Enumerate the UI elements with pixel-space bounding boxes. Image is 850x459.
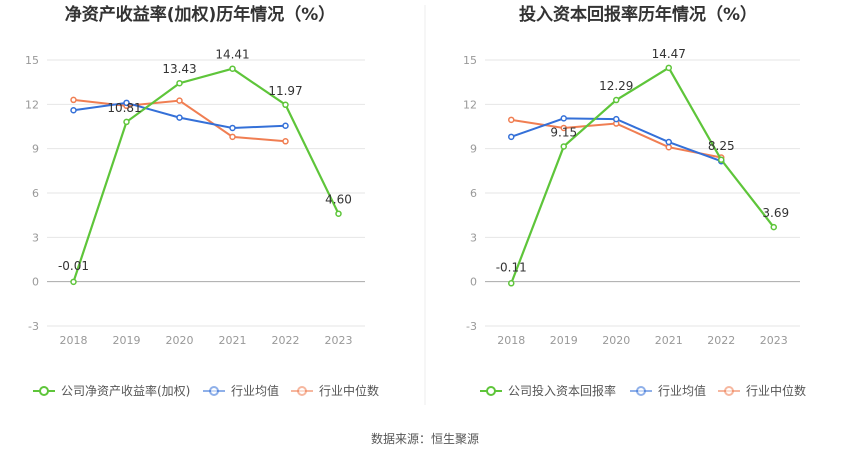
legend-item: 公司净资产收益率(加权) [33, 383, 190, 398]
data-label: 3.69 [762, 206, 789, 220]
series-line [510, 66, 775, 284]
data-point [770, 223, 777, 231]
legend-label: 公司投入资本回报率 [508, 383, 616, 398]
y-tick-label: 0 [32, 276, 39, 289]
x-tick-label: 2019 [550, 334, 578, 347]
data-label: 12.29 [599, 79, 633, 93]
x-tick-label: 2021 [219, 334, 247, 347]
y-tick-label: 15 [463, 54, 477, 67]
legend-label: 行业中位数 [319, 383, 379, 398]
data-point [508, 116, 515, 124]
data-point [508, 280, 515, 287]
y-tick-label: 0 [470, 276, 477, 289]
data-point [70, 106, 77, 114]
data-source-note: 数据来源：恒生聚源 [371, 431, 479, 446]
data-point [176, 114, 183, 121]
y-tick-label: 3 [470, 231, 477, 244]
legend-item: 行业中位数 [718, 383, 806, 398]
x-tick-label: 2018 [497, 334, 525, 347]
data-label: 9.15 [550, 125, 577, 139]
data-label: 13.43 [162, 62, 196, 76]
data-point [70, 96, 77, 104]
legend-item: 行业均值 [630, 383, 706, 398]
data-point [665, 138, 672, 146]
x-tick-label: 2019 [113, 334, 141, 347]
data-point [176, 79, 183, 87]
y-tick-label: 12 [25, 98, 39, 111]
chart-panel-1: 净资产收益率(加权)历年情况（%） -3 0 3 6 9 12 15 2018 2019 2020 2… [25, 4, 379, 398]
data-point [229, 65, 236, 72]
data-point [665, 64, 672, 72]
legend-item: 行业均值 [203, 383, 279, 398]
data-label: 14.41 [215, 48, 249, 62]
data-point [282, 138, 289, 145]
legend-swatch-marker [39, 386, 49, 396]
x-tick-label: 2020 [166, 334, 194, 347]
data-point [560, 124, 567, 132]
x-tick-label: 2023 [760, 334, 788, 347]
legend-swatch-marker [209, 386, 219, 396]
data-point [718, 156, 725, 163]
data-label: -0.11 [496, 260, 527, 274]
legend-item: 公司投入资本回报率 [480, 383, 616, 398]
x-tick-label: 2022 [272, 334, 300, 347]
data-point [613, 96, 620, 104]
chart-panel-2: 投入资本回报率历年情况（%） -3 0 3 6 9 12 15 2018 2019 2020 2021… [463, 4, 806, 398]
data-label: 11.97 [268, 84, 302, 98]
y-tick-label: 6 [32, 187, 39, 200]
data-point [282, 101, 289, 109]
y-tick-label: 6 [470, 187, 477, 200]
data-point [335, 210, 342, 217]
y-tick-label: 15 [25, 54, 39, 67]
data-label: 4.60 [325, 193, 352, 207]
y-tick-label: 3 [32, 231, 39, 244]
data-point [560, 143, 567, 150]
data-point [70, 278, 77, 286]
data-point [560, 115, 567, 122]
data-label: 8.25 [708, 139, 735, 153]
legend-label: 行业均值 [658, 383, 706, 398]
legend-swatch-marker [297, 386, 307, 396]
x-tick-label: 2021 [655, 334, 683, 347]
data-point [665, 143, 672, 151]
legend-swatch-marker [636, 386, 646, 396]
data-point [229, 133, 236, 141]
data-label: -0.01 [58, 259, 89, 273]
y-tick-label: -3 [466, 320, 477, 333]
chart-title: 净资产收益率(加权)历年情况（%） [65, 4, 336, 25]
y-tick-label: 12 [463, 98, 477, 111]
series-line [72, 67, 340, 283]
y-tick-label: -3 [28, 320, 39, 333]
x-tick-label: 2020 [602, 334, 630, 347]
data-point [123, 99, 130, 107]
legend-label: 公司净资产收益率(加权) [61, 383, 190, 398]
x-tick-label: 2022 [707, 334, 735, 347]
data-point [176, 97, 183, 104]
y-tick-label: 9 [32, 143, 39, 156]
data-point [123, 118, 130, 126]
legend-label: 行业中位数 [746, 383, 806, 398]
data-label: 10.81 [107, 101, 141, 115]
data-label: 14.47 [652, 47, 686, 61]
x-tick-label: 2018 [60, 334, 88, 347]
data-point [613, 115, 620, 123]
legend-item: 行业中位数 [291, 383, 379, 398]
data-point [282, 122, 289, 130]
legend-swatch-marker [724, 386, 734, 396]
data-point [229, 124, 236, 132]
data-point [508, 133, 515, 141]
legend-label: 行业均值 [231, 383, 279, 398]
y-tick-label: 9 [470, 143, 477, 156]
x-tick-label: 2023 [325, 334, 353, 347]
legend-swatch-marker [486, 386, 496, 396]
chart-title: 投入资本回报率历年情况（%） [519, 4, 757, 25]
